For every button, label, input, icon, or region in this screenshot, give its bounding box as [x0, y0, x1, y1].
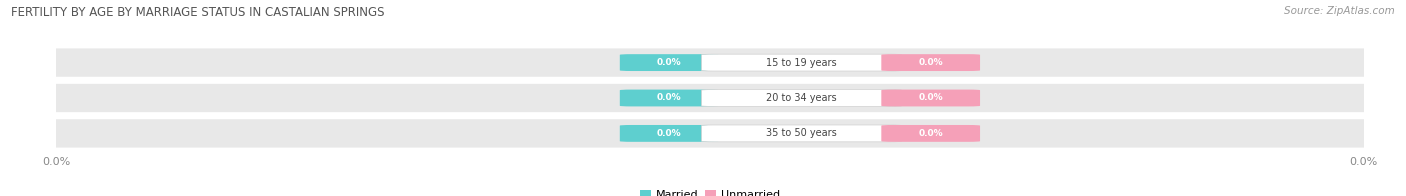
FancyBboxPatch shape	[30, 119, 1391, 148]
FancyBboxPatch shape	[30, 84, 1391, 112]
Text: 15 to 19 years: 15 to 19 years	[766, 58, 837, 68]
Text: FERTILITY BY AGE BY MARRIAGE STATUS IN CASTALIAN SPRINGS: FERTILITY BY AGE BY MARRIAGE STATUS IN C…	[11, 6, 385, 19]
FancyBboxPatch shape	[882, 54, 980, 71]
Text: 0.0%: 0.0%	[918, 58, 943, 67]
Legend: Married, Unmarried: Married, Unmarried	[636, 185, 785, 196]
Text: 20 to 34 years: 20 to 34 years	[766, 93, 837, 103]
Text: 0.0%: 0.0%	[657, 129, 682, 138]
Text: 0.0%: 0.0%	[918, 93, 943, 103]
FancyBboxPatch shape	[702, 125, 901, 142]
Text: 0.0%: 0.0%	[657, 93, 682, 103]
FancyBboxPatch shape	[620, 125, 718, 142]
Text: Source: ZipAtlas.com: Source: ZipAtlas.com	[1284, 6, 1395, 16]
FancyBboxPatch shape	[30, 48, 1391, 77]
FancyBboxPatch shape	[620, 54, 718, 71]
FancyBboxPatch shape	[702, 90, 901, 106]
FancyBboxPatch shape	[620, 90, 718, 106]
FancyBboxPatch shape	[882, 125, 980, 142]
Text: 0.0%: 0.0%	[657, 58, 682, 67]
FancyBboxPatch shape	[882, 90, 980, 106]
Text: 0.0%: 0.0%	[918, 129, 943, 138]
FancyBboxPatch shape	[702, 54, 901, 71]
Text: 35 to 50 years: 35 to 50 years	[766, 128, 837, 138]
